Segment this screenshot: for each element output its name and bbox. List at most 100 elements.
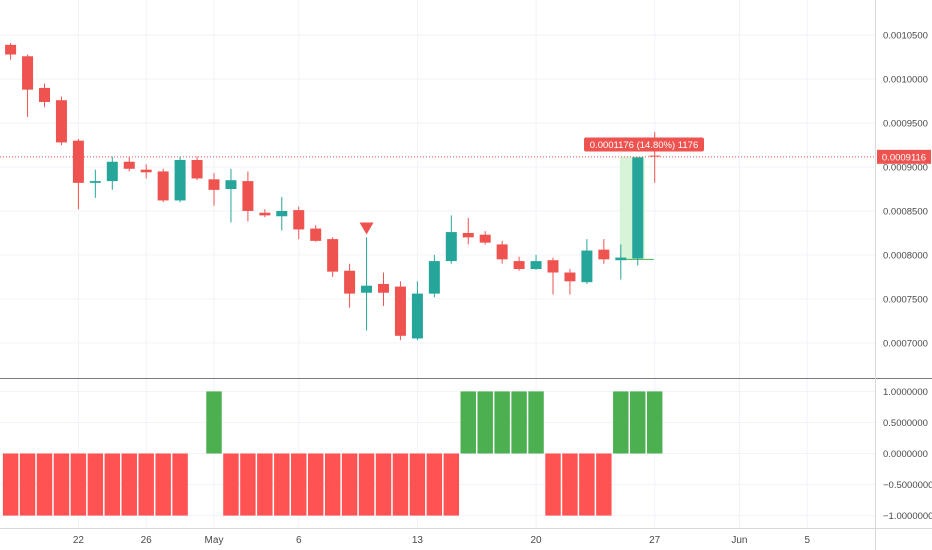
candle (513, 256, 525, 271)
candle (225, 168, 237, 223)
indicator-bar (206, 391, 222, 454)
candle (39, 83, 50, 108)
measure-label: 0.0001176 (14.80%) 1176 (584, 137, 704, 152)
candle (140, 164, 152, 179)
candle (174, 156, 186, 203)
indicator-bar (579, 453, 595, 516)
candle (581, 239, 593, 284)
last-price-badge: 0.0009116 (877, 149, 931, 164)
candle-body (5, 44, 17, 55)
candle-body (513, 261, 525, 269)
candle-body (496, 244, 508, 260)
indicator-bar (274, 453, 290, 516)
last-price-badge-bg (877, 149, 931, 164)
candle (191, 156, 203, 181)
candle-body (632, 157, 644, 259)
indicator-bar (613, 391, 629, 454)
time-tick-label: 5 (804, 535, 810, 546)
candle (22, 54, 34, 117)
time-axis[interactable]: 22 26 May 6 13 20 27 Jun 5 (73, 535, 811, 546)
indicator-pane[interactable] (2, 391, 663, 516)
time-tick-label: 13 (412, 535, 424, 546)
indicator-bar (36, 453, 53, 516)
candle (378, 272, 389, 306)
indicator-bar (511, 391, 527, 454)
indicator-bar (596, 453, 612, 516)
candle-body (479, 234, 491, 243)
indicator-bar (172, 453, 188, 516)
candle (344, 263, 356, 308)
candle-body (310, 228, 322, 241)
indicator-tick-label: −1.0000000 (883, 511, 932, 522)
candle-body (530, 261, 542, 269)
candle-body (22, 56, 34, 90)
price-tick-label: 0.0009000 (883, 163, 928, 174)
candle-body (123, 161, 135, 169)
indicator-bar (223, 453, 239, 516)
indicator-tick-label: 1.0000000 (883, 387, 928, 398)
candle (411, 281, 423, 341)
indicator-bar (409, 453, 426, 516)
indicator-bar (324, 453, 341, 516)
candle (445, 215, 457, 264)
indicator-bar (138, 453, 154, 516)
candle (72, 138, 84, 210)
indicator-bar (460, 391, 476, 454)
candle-body (208, 179, 220, 190)
candle-body (89, 181, 101, 183)
indicator-bar (53, 453, 70, 516)
indicator-bar (562, 453, 578, 516)
candle (242, 171, 254, 222)
candle (428, 254, 440, 298)
price-tick-label: 0.0010500 (883, 31, 928, 42)
time-tick-label: May (205, 535, 224, 546)
time-tick-label: 26 (141, 535, 153, 546)
candle-body (462, 232, 474, 238)
indicator-bar (70, 453, 87, 516)
price-tick-label: 0.0009500 (883, 119, 928, 130)
indicator-bar (630, 391, 646, 454)
indicator-bar (545, 453, 561, 516)
candle (327, 237, 339, 277)
candle-body (615, 257, 627, 261)
price-axis[interactable]: 0.0007000 0.0007500 0.0008000 0.0008500 0.00… (877, 31, 931, 350)
candle (394, 281, 406, 341)
indicator-bar (240, 453, 256, 516)
candle-body (55, 100, 67, 143)
candle-body (106, 161, 118, 182)
candle-body (72, 140, 84, 183)
candle-body (293, 210, 305, 230)
candle-body (445, 232, 457, 262)
candle (123, 156, 135, 172)
candle-body (242, 181, 254, 211)
indicator-bar (375, 453, 392, 516)
price-pane[interactable] (0, 43, 875, 341)
indicator-bar (477, 391, 493, 454)
candle-body (598, 249, 610, 260)
candle (5, 43, 17, 60)
indicator-bar (257, 453, 273, 516)
candle (276, 196, 288, 231)
indicator-tick-label: −0.5000000 (883, 480, 932, 491)
candle (598, 239, 610, 264)
candle-body (157, 171, 169, 201)
indicator-bar (291, 453, 307, 516)
indicator-tick-label: 0.5000000 (883, 418, 928, 429)
time-tick-label: 22 (73, 535, 85, 546)
candle-body (327, 239, 339, 272)
indicator-bar (104, 453, 121, 516)
overlays: 0.0001176 (14.80%) 1176 (359, 137, 704, 235)
indicator-bar (443, 453, 460, 516)
indicator-bar (307, 453, 324, 516)
indicator-bar (494, 391, 510, 454)
candle-body (581, 250, 593, 283)
candle-body (140, 169, 152, 173)
indicator-axis[interactable]: 1.0000000 0.5000000 0.0000000 −0.5000000 −1.… (883, 387, 932, 522)
indicator-bar (341, 453, 358, 516)
time-tick-label: 20 (530, 535, 542, 546)
candle (55, 96, 67, 146)
price-tick-label: 0.0007500 (883, 294, 928, 305)
